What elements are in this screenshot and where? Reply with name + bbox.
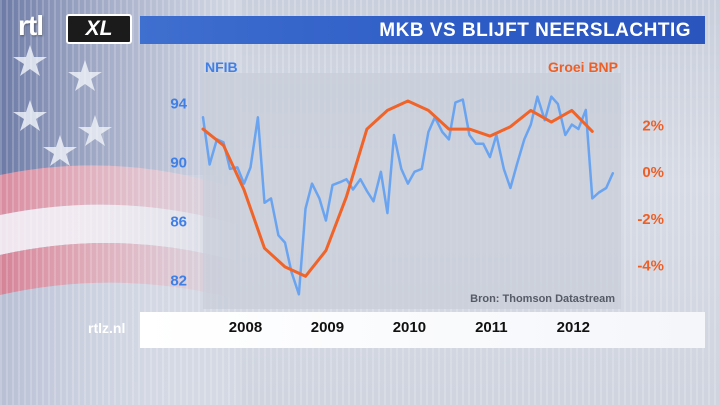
title-bar: MKB VS BLIJFT NEERSLACHTIG (140, 16, 705, 44)
x-tick-label: 2010 (393, 319, 426, 336)
right-tick-label: -4% (637, 258, 664, 275)
series-line-nfib (201, 95, 615, 296)
left-tick-label: 86 (170, 214, 187, 231)
left-tick-label: 94 (170, 96, 187, 113)
x-tick-label: 2008 (229, 319, 262, 336)
x-tick-label: 2009 (311, 319, 344, 336)
x-axis-band (140, 312, 705, 348)
left-axis-label: NFIB (205, 59, 238, 75)
source-label: Bron: Thomson Datastream (470, 293, 615, 305)
rtlxl-logo: rtl XL (18, 10, 132, 44)
right-tick-label: -2% (637, 211, 664, 228)
right-tick-label: 0% (642, 164, 664, 181)
series-line-groei-bnp (201, 99, 594, 278)
right-axis-label: Groei BNP (548, 59, 618, 75)
x-tick-label: 2011 (475, 319, 508, 336)
right-tick-label: 2% (642, 117, 664, 134)
left-tick-label: 82 (170, 273, 187, 290)
left-tick-label: 90 (170, 155, 187, 172)
x-tick-label: 2012 (557, 319, 590, 336)
site-url: rtlz.nl (88, 320, 126, 336)
logo-xl: XL (66, 14, 132, 44)
plot-area (203, 73, 621, 309)
logo-rtl: rtl (18, 10, 44, 41)
chart-title: MKB VS BLIJFT NEERSLACHTIG (379, 20, 691, 41)
